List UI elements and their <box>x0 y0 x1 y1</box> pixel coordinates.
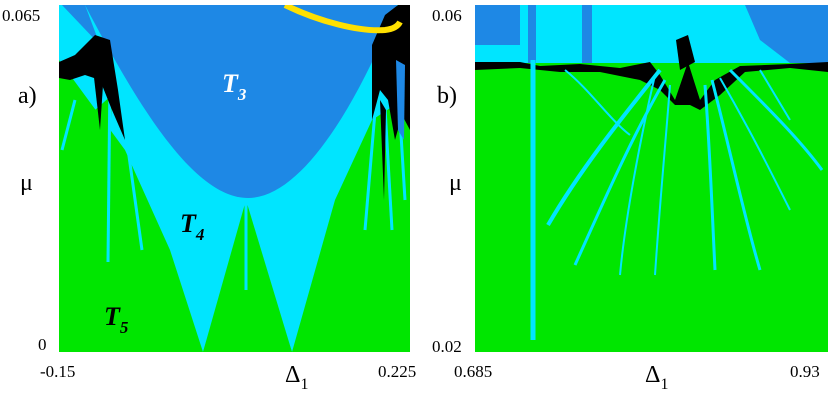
panel-a-y-max: 0.065 <box>2 6 40 25</box>
region-label-t5: T5 <box>104 302 129 337</box>
panel-b-mu-label: μ <box>449 170 462 196</box>
panel-b-x-min: 0.685 <box>454 362 492 381</box>
dark-blue-patch <box>528 5 536 63</box>
panel-a-x-min: -0.15 <box>40 362 75 381</box>
panel-b-delta-label: Δ1 <box>645 362 668 393</box>
dark-blue-patch <box>745 5 828 63</box>
region-dark-blue <box>475 5 520 45</box>
green-finger <box>95 95 112 260</box>
panel-a-x-max: 0.225 <box>378 362 416 381</box>
dark-blue-patch <box>582 5 592 63</box>
panel-b-x-max: 0.93 <box>790 362 820 381</box>
region-dark-blue <box>85 5 397 198</box>
panel-a-plot <box>59 5 410 352</box>
panel-b-plot <box>475 5 828 352</box>
panel-a-delta-label: Δ1 <box>285 362 308 393</box>
black-chaotic-regions <box>475 35 828 110</box>
panel-a-y-min: 0 <box>38 335 47 354</box>
panel-b: b) μ 0.06 0.02 0.685 0.93 Δ1 <box>432 5 828 393</box>
panel-a-mu-label: μ <box>20 170 33 196</box>
panel-a-label: a) <box>18 83 37 109</box>
dark-blue-cusp <box>62 5 100 45</box>
yellow-band <box>283 5 403 34</box>
panel-b-label: b) <box>437 83 457 109</box>
dark-blue-sliver <box>396 60 405 140</box>
light-blue-arcs <box>530 60 824 340</box>
region-label-t3: T3 <box>222 69 247 104</box>
panel-a: a) μ 0.065 0 -0.15 0.225 Δ1 T3 T4 T5 <box>2 5 416 393</box>
panel-b-y-min: 0.02 <box>432 337 462 356</box>
panel-b-y-max: 0.06 <box>432 6 462 25</box>
region-label-t4: T4 <box>180 209 204 244</box>
